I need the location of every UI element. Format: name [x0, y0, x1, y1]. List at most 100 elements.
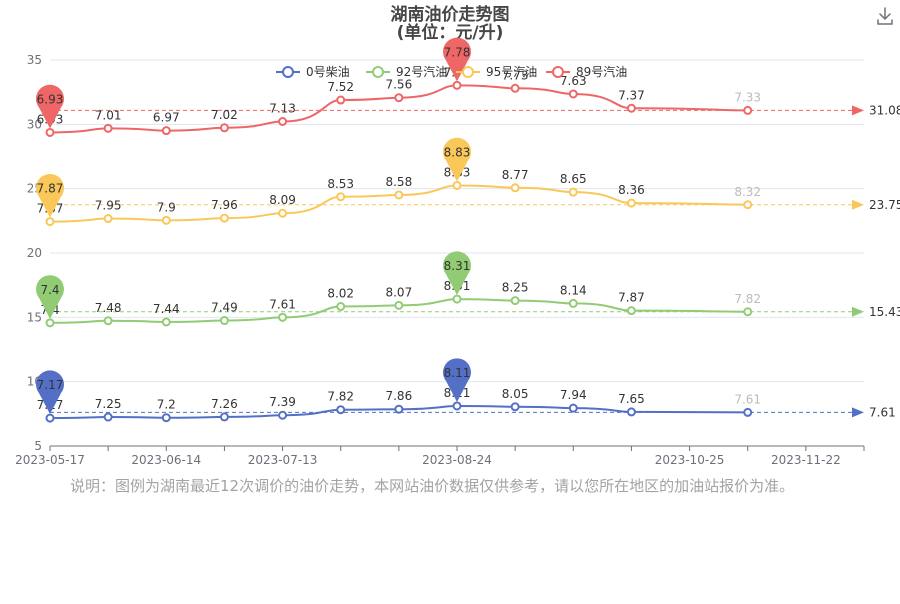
data-point	[278, 312, 288, 322]
data-point	[45, 413, 55, 423]
pin-label: 6.93	[37, 92, 64, 106]
data-point	[452, 401, 462, 411]
data-label: 7.94	[560, 388, 587, 402]
download-icon	[877, 7, 893, 25]
data-point	[452, 180, 462, 190]
data-label: 7.82	[327, 390, 354, 404]
average-label: 15.43	[869, 305, 900, 319]
data-labels: 7.17 7.25 7.2 7.26 7.39 7.82 7.86 8.11 8.05 7.94 7…	[37, 65, 761, 412]
legend-item[interactable]: 92号汽油	[366, 64, 447, 79]
data-label: 7.87	[618, 291, 645, 305]
data-label: 7.82	[734, 292, 761, 306]
extreme-pin: 7.17	[36, 370, 65, 415]
x-tick-label: 2023-06-14	[131, 453, 201, 467]
extreme-pin: 8.11	[443, 358, 472, 402]
data-point	[103, 123, 113, 133]
data-point	[336, 192, 346, 202]
pin-shape	[443, 358, 472, 402]
legend-item[interactable]: 95号汽油	[456, 64, 537, 79]
legend[interactable]: 0号柴油 92号汽油 95号汽油 89号汽油	[276, 64, 627, 79]
pin-label: 7.87	[37, 182, 64, 196]
data-label: 7.63	[560, 74, 587, 88]
average-arrow	[852, 407, 864, 418]
data-point	[626, 103, 636, 113]
data-point	[568, 89, 578, 99]
data-label: 8.32	[734, 185, 761, 199]
data-point	[626, 407, 636, 417]
extreme-pin: 7.78	[443, 37, 472, 82]
legend-label: 0号柴油	[306, 65, 350, 79]
data-label: 7.65	[618, 392, 645, 406]
data-point	[743, 307, 753, 317]
data-point	[394, 190, 404, 200]
data-label: 7.01	[95, 108, 122, 122]
series-points	[45, 80, 753, 423]
chart-title: 湖南油价走势图	[391, 4, 510, 25]
data-label: 6.97	[153, 111, 180, 125]
data-point	[278, 117, 288, 127]
data-point	[510, 296, 520, 306]
pin-label: 7.17	[37, 378, 64, 392]
data-point	[45, 127, 55, 137]
data-label: 7.95	[95, 199, 122, 213]
average-arrow	[852, 105, 864, 116]
data-point	[278, 208, 288, 218]
data-label: 8.77	[502, 168, 529, 182]
legend-label: 95号汽油	[486, 64, 537, 79]
legend-marker	[552, 66, 564, 78]
data-point	[394, 300, 404, 310]
data-label: 7.2	[157, 398, 176, 412]
data-label: 8.05	[502, 387, 529, 401]
data-label: 7.61	[269, 297, 296, 311]
data-point	[394, 404, 404, 414]
data-point	[103, 316, 113, 326]
extreme-pin: 8.83	[443, 137, 472, 182]
data-point	[452, 294, 462, 304]
average-label: 23.75	[869, 198, 900, 212]
pin-shape	[36, 173, 65, 218]
data-label: 7.9	[157, 200, 176, 214]
legend-item[interactable]: 0号柴油	[276, 65, 350, 79]
data-point	[161, 317, 171, 327]
y-tick-label: 20	[27, 246, 42, 260]
data-point	[219, 316, 229, 326]
pin-label: 8.83	[444, 145, 471, 159]
x-tick-label: 2023-10-25	[655, 453, 725, 467]
data-label: 7.49	[211, 301, 238, 315]
data-point	[452, 80, 462, 90]
data-point	[510, 183, 520, 193]
data-point	[45, 217, 55, 227]
data-label: 7.26	[211, 397, 238, 411]
data-label: 8.25	[502, 281, 529, 295]
data-label: 7.02	[211, 108, 238, 122]
pin-label: 8.31	[444, 259, 471, 273]
data-point	[219, 123, 229, 133]
x-tick-label: 2023-05-17	[15, 453, 85, 467]
data-label: 8.14	[560, 283, 587, 297]
x-tick-label: 2023-07-13	[248, 453, 318, 467]
data-point	[278, 410, 288, 420]
y-tick-label: 5	[34, 439, 42, 453]
legend-marker	[372, 66, 384, 78]
x-tick-label: 2023-11-22	[771, 453, 841, 467]
y-tick-label: 30	[27, 117, 42, 131]
pin-shape	[36, 275, 65, 319]
pin-shape	[36, 84, 65, 129]
average-label: 31.08	[869, 103, 900, 117]
extreme-pin: 7.4	[36, 275, 65, 319]
download-button[interactable]	[874, 5, 896, 27]
legend-item[interactable]: 89号汽油	[546, 64, 627, 79]
data-label: 7.73	[502, 68, 529, 82]
extreme-markers: 7.17 8.11 7.4 8.31 7.87 8.83 6.93 7.78	[36, 37, 472, 415]
average-lines: 7.61 15.43 23.75 31.08	[50, 103, 900, 419]
data-label: 7.86	[385, 389, 412, 403]
data-point	[103, 412, 113, 422]
data-point	[336, 95, 346, 105]
data-point	[626, 198, 636, 208]
data-point	[103, 214, 113, 224]
pin-shape	[443, 37, 472, 82]
legend-marker	[462, 66, 474, 78]
data-point	[336, 405, 346, 415]
